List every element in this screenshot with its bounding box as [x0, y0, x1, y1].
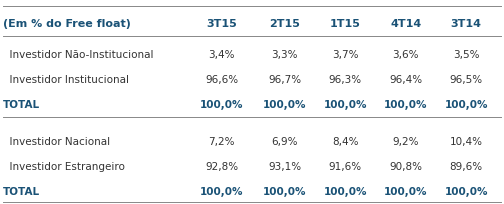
Text: (Em % do Free float): (Em % do Free float)	[3, 19, 131, 29]
Text: 96,4%: 96,4%	[389, 75, 422, 84]
Text: 96,6%: 96,6%	[205, 75, 238, 84]
Text: Investidor Institucional: Investidor Institucional	[3, 75, 129, 84]
Text: 100,0%: 100,0%	[445, 99, 488, 109]
Text: 90,8%: 90,8%	[389, 161, 422, 171]
Text: 3T15: 3T15	[206, 19, 237, 29]
Text: 100,0%: 100,0%	[263, 99, 306, 109]
Text: 100,0%: 100,0%	[200, 99, 243, 109]
Text: Investidor Estrangeiro: Investidor Estrangeiro	[3, 161, 124, 171]
Text: 7,2%: 7,2%	[209, 137, 235, 147]
Text: 4T14: 4T14	[390, 19, 421, 29]
Text: 89,6%: 89,6%	[450, 161, 483, 171]
Text: 6,9%: 6,9%	[272, 137, 298, 147]
Text: 96,5%: 96,5%	[450, 75, 483, 84]
Text: 100,0%: 100,0%	[263, 186, 306, 196]
Text: 3,6%: 3,6%	[393, 50, 419, 60]
Text: 3,7%: 3,7%	[332, 50, 358, 60]
Text: 10,4%: 10,4%	[450, 137, 483, 147]
Text: 1T15: 1T15	[330, 19, 361, 29]
Text: 100,0%: 100,0%	[384, 186, 427, 196]
Text: 96,3%: 96,3%	[329, 75, 362, 84]
Text: 100,0%: 100,0%	[200, 186, 243, 196]
Text: 3,3%: 3,3%	[272, 50, 298, 60]
Text: 93,1%: 93,1%	[268, 161, 301, 171]
Text: 92,8%: 92,8%	[205, 161, 238, 171]
Text: Investidor Não-Institucional: Investidor Não-Institucional	[3, 50, 153, 60]
Text: 3,5%: 3,5%	[453, 50, 479, 60]
Text: TOTAL: TOTAL	[3, 186, 40, 196]
Text: 100,0%: 100,0%	[324, 99, 367, 109]
Text: 91,6%: 91,6%	[329, 161, 362, 171]
Text: 100,0%: 100,0%	[384, 99, 427, 109]
Text: 3T14: 3T14	[451, 19, 482, 29]
Text: 8,4%: 8,4%	[332, 137, 358, 147]
Text: 3,4%: 3,4%	[209, 50, 235, 60]
Text: TOTAL: TOTAL	[3, 99, 40, 109]
Text: 100,0%: 100,0%	[324, 186, 367, 196]
Text: 100,0%: 100,0%	[445, 186, 488, 196]
Text: 2T15: 2T15	[269, 19, 300, 29]
Text: Investidor Nacional: Investidor Nacional	[3, 137, 110, 147]
Text: 96,7%: 96,7%	[268, 75, 301, 84]
Text: 9,2%: 9,2%	[393, 137, 419, 147]
